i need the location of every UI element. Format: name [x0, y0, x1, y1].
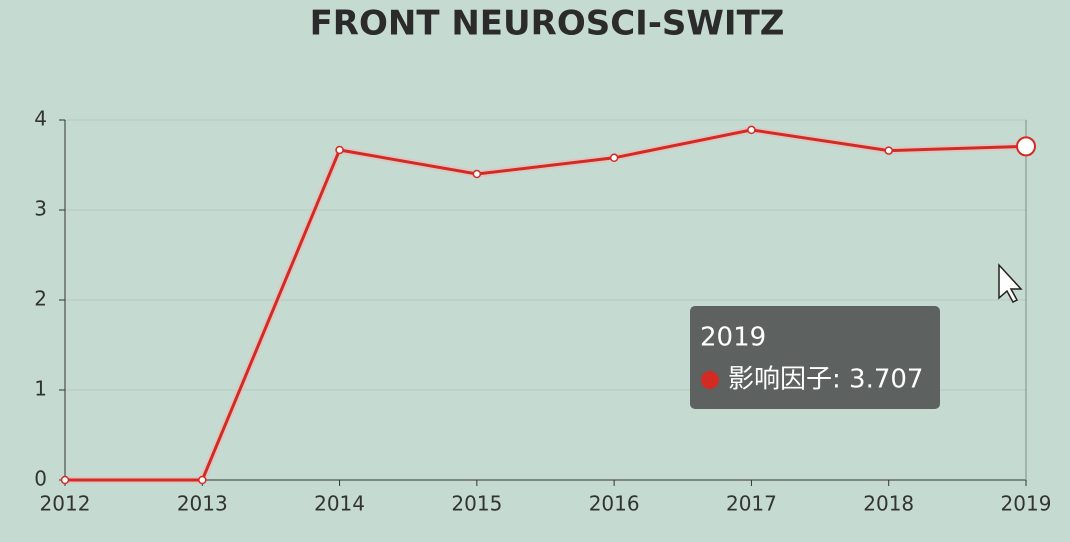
tooltip-label: 影响因子: 3.707 — [728, 365, 923, 395]
tooltip-title: 2019 — [700, 323, 766, 353]
point — [472, 169, 482, 179]
x-tick-label: 2015 — [451, 492, 502, 516]
x-tick-label: 2018 — [863, 492, 914, 516]
x-tick-label: 2016 — [589, 492, 640, 516]
y-tick-label: 3 — [34, 197, 47, 221]
point — [198, 475, 207, 485]
series-line — [65, 128, 1027, 482]
point — [335, 145, 344, 155]
tooltip-marker — [701, 371, 719, 389]
y-tick-label: 0 — [34, 467, 47, 491]
x-tick-label: 2013 — [177, 492, 228, 516]
y-tick-label: 4 — [34, 107, 47, 131]
chart-title: FRONT NEUROSCI-SWITZ — [310, 4, 785, 44]
point — [1016, 136, 1036, 157]
point — [884, 146, 893, 155]
point — [60, 475, 70, 485]
tooltip: 2019 影响因子: 3.707 — [690, 306, 940, 409]
cursor — [998, 263, 1023, 303]
y-tick-label: 1 — [34, 377, 47, 401]
tooltip-box — [690, 306, 940, 409]
x-tick-label: 2017 — [726, 492, 777, 516]
x-tick-label: 2014 — [314, 492, 365, 516]
point — [747, 125, 756, 135]
y-tick-label: 2 — [34, 287, 47, 311]
x-tick-label: 2012 — [40, 492, 91, 516]
x-tick-label: 2019 — [1001, 492, 1052, 516]
point — [609, 153, 619, 163]
